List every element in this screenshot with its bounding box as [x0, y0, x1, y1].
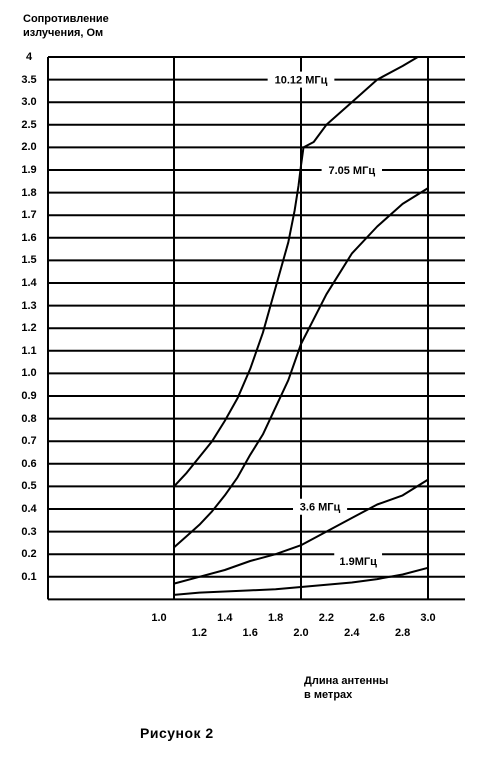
y-tick-label: 0.9	[21, 390, 37, 402]
y-tick-label: 0.4	[21, 503, 37, 515]
y-tick-label: 1.2	[21, 322, 37, 335]
y-tick-label: 1.6	[21, 231, 37, 244]
x-tick-label: 1.8	[267, 612, 284, 624]
y-axis-title-line-1: Сопротивление	[23, 13, 109, 25]
series-lines	[173, 56, 429, 596]
y-tick-label: 1.8	[21, 186, 37, 199]
y-axis-title: Сопротивление излучения, Ом	[23, 12, 109, 40]
x-tick-label: 2.4	[344, 627, 360, 639]
series-line-1	[173, 187, 429, 549]
y-tick-label: 0.8	[21, 412, 37, 425]
y-tick-label: 1.9	[21, 164, 37, 176]
grid-lines	[47, 56, 465, 601]
y-tick-label: 1.4	[21, 277, 37, 289]
x-tick-label: 1.4	[217, 612, 233, 624]
series-label: 3.6 МГц	[300, 502, 341, 514]
x-tick-label: 2.8	[394, 627, 411, 639]
x-tick-label: 1.0	[151, 612, 167, 624]
series-line-2	[173, 478, 429, 585]
y-tick-label: 1.3	[21, 299, 37, 312]
series-label-bg	[321, 162, 382, 178]
x-tick-label: 2.0	[293, 627, 309, 639]
y-tick-label: 0.1	[21, 570, 37, 583]
y-tick-label: 4	[25, 51, 33, 63]
series-label-bg	[334, 552, 383, 569]
y-tick-label: 1.7	[21, 209, 37, 222]
y-tick-label: 0.6	[21, 457, 37, 470]
x-tick-label: 1.2	[191, 627, 208, 639]
x-tick-label: 2.6	[369, 612, 385, 624]
y-tick-label: 1.5	[21, 254, 37, 267]
x-tick-label: 1.6	[242, 627, 258, 639]
x-axis-title-line-2: в метрах	[304, 689, 353, 701]
x-tick-label: 3.0	[420, 612, 436, 624]
y-tick-label: 0.7	[21, 435, 37, 448]
y-tick-label: 0.3	[21, 525, 37, 538]
series-label: 1.9МГц	[339, 556, 377, 568]
series-line-3	[173, 566, 429, 596]
series-line-0	[173, 56, 419, 488]
series-label: 10.12 МГц	[275, 75, 328, 87]
x-axis-title-line-1: Длина антенны	[304, 675, 389, 687]
series-label-bg	[293, 498, 348, 515]
series-label-bg	[267, 71, 335, 88]
x-tick-label: 2.2	[318, 612, 335, 624]
y-tick-label: 0.5	[21, 480, 37, 493]
y-tick-label: 0.2	[21, 548, 37, 561]
y-tick-label: 3.5	[21, 73, 37, 86]
y-tick-label: 1.0	[21, 367, 37, 380]
figure-caption: Рисунок 2	[140, 725, 214, 741]
series-labels: 10.12 МГц 7.05 МГц 3.6 МГц 1.9МГц	[267, 71, 383, 569]
x-axis-title: Длина антенны в метрах	[304, 674, 388, 702]
y-axis-title-line-2: излучения, Ом	[23, 27, 104, 39]
y-tick-label: 2.5	[21, 118, 37, 131]
series-label: 7.05 МГц	[328, 165, 375, 177]
y-tick-label: 2.0	[21, 141, 37, 154]
y-tick-label: 3.0	[21, 96, 37, 109]
y-tick-label: 1.1	[21, 344, 37, 357]
